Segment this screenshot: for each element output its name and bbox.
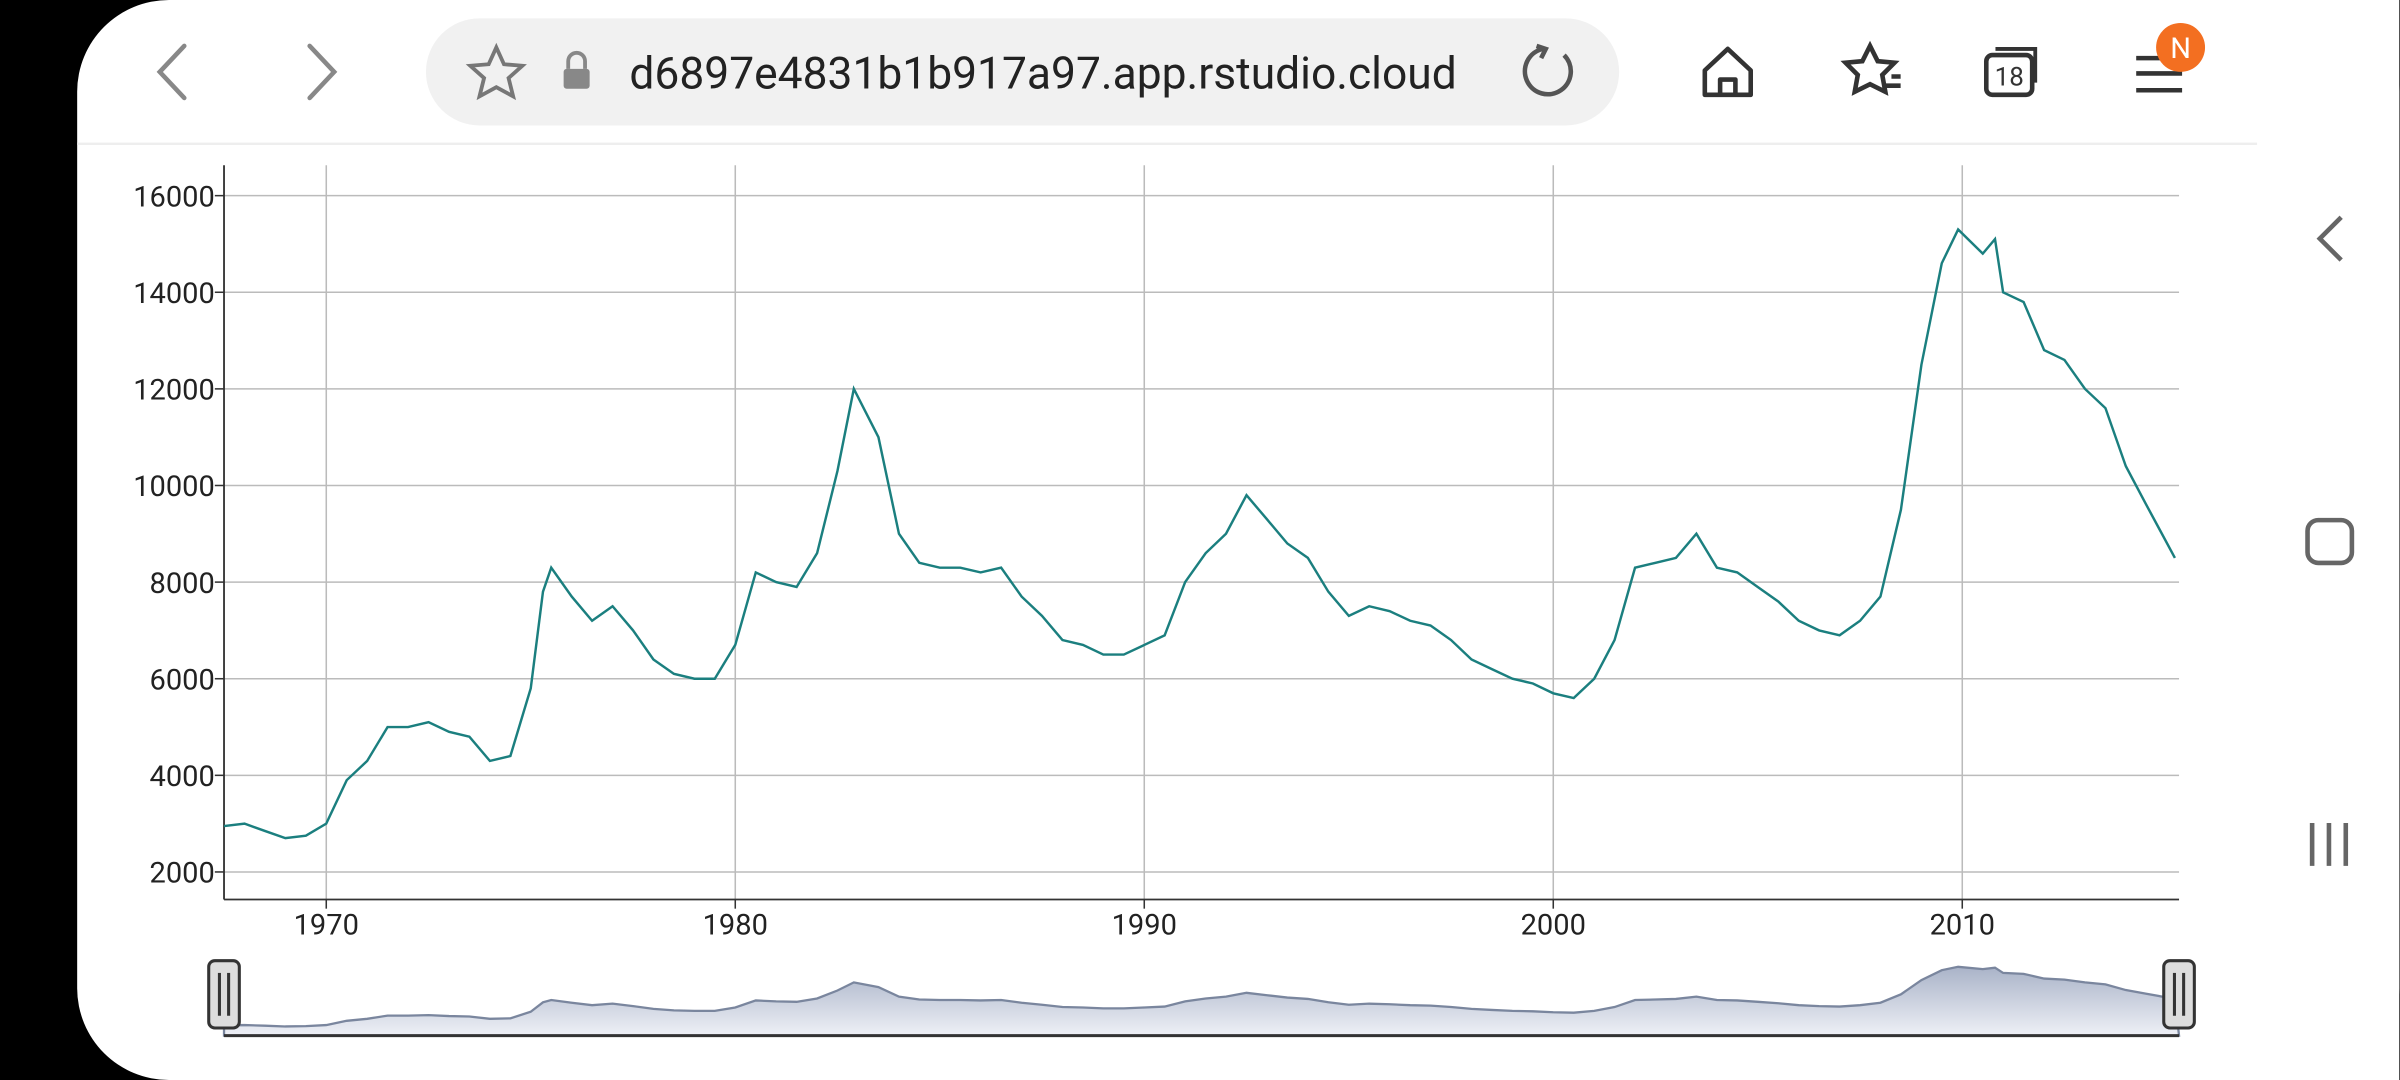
address-bar[interactable]	[425, 18, 1620, 126]
chart: 2000 4000 6000 8000 10000 12000 14000 16000 1970…	[133, 165, 2196, 1038]
profile-initial: N	[2170, 32, 2191, 66]
side-panel-handle[interactable]	[2316, 215, 2343, 262]
lock-icon	[563, 68, 590, 89]
x-tick-label: 2010	[1930, 909, 1995, 943]
profile-badge	[2156, 22, 2206, 72]
y-tick-label: 4000	[150, 760, 215, 794]
url-text: d6897e4831b1b917a97.app.rstudio.cloud	[629, 48, 1456, 100]
x-tick-label: 2000	[1521, 909, 1586, 943]
y-tick-label: 10000	[133, 470, 215, 504]
toolbar	[156, 43, 338, 101]
home-button[interactable]	[1702, 46, 1754, 98]
bookmark-star[interactable]	[465, 42, 527, 101]
y-tick-label: 16000	[133, 180, 215, 214]
bookmarks-button[interactable]	[1840, 40, 1901, 96]
y-tick-label: 8000	[150, 567, 215, 601]
nav-bar	[2257, 0, 2400, 1080]
x-tick-label: 1980	[703, 909, 768, 943]
back-button[interactable]	[156, 43, 187, 101]
y-tick-label: 12000	[133, 374, 215, 408]
recents-nav[interactable]	[2309, 823, 2349, 866]
y-tick-label: 14000	[133, 277, 215, 311]
home-nav[interactable]	[2305, 517, 2355, 566]
x-tick-label: 1990	[1112, 909, 1177, 943]
reload-button[interactable]	[1522, 43, 1574, 97]
data-line	[223, 227, 2176, 840]
forward-button[interactable]	[307, 43, 338, 101]
x-tick-label: 1970	[294, 909, 359, 943]
tabs-button[interactable]	[1983, 52, 2035, 98]
tabs-stack	[1995, 47, 2038, 83]
y-tick-label: 6000	[150, 663, 215, 697]
range-handle[interactable]	[2162, 959, 2196, 1030]
tab-count: 18	[1995, 63, 2024, 93]
range-area	[222, 965, 2181, 1037]
y-tick-label: 2000	[150, 857, 215, 891]
lock-shackle	[566, 50, 587, 69]
range-handle[interactable]	[207, 959, 241, 1030]
screen-surface	[77, 0, 2400, 1080]
